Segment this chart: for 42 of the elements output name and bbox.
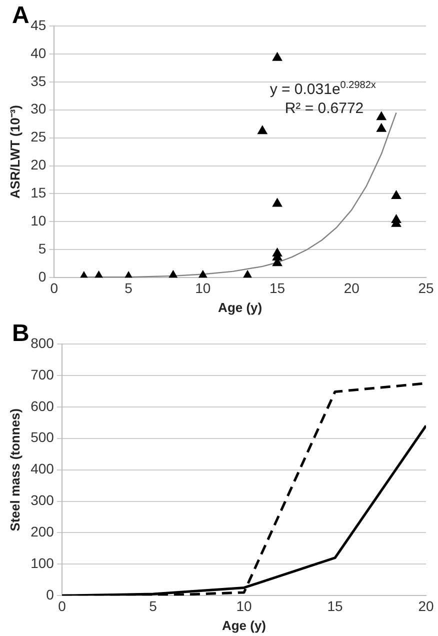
x-tick-label: 20 [418, 598, 434, 614]
point [391, 190, 402, 199]
chart-title: B [12, 320, 30, 348]
x-tick-label: 5 [149, 598, 158, 614]
y-tick-label: 35 [30, 72, 46, 89]
y-tick-label: 800 [30, 334, 54, 351]
y-tick-label: 600 [30, 398, 54, 414]
y-tick-label: 15 [30, 184, 46, 201]
x-tick-label: 15 [269, 280, 286, 296]
y-tick-label: 20 [30, 156, 46, 173]
x-tick-label: 25 [418, 280, 434, 296]
y-tick-label: 400 [30, 460, 54, 477]
y-tick-label: 40 [30, 44, 46, 61]
x-tick-label: 10 [195, 280, 211, 296]
y-tick-label: 300 [30, 492, 54, 508]
point [272, 52, 282, 61]
y-tick-label: 200 [30, 524, 54, 540]
point [376, 123, 386, 132]
annotation: R² = 0.6772 [284, 100, 364, 117]
point [272, 198, 282, 207]
x-tick-label: 10 [236, 598, 252, 614]
chart-title: A [12, 2, 30, 30]
y-tick-label: 25 [30, 128, 46, 145]
y-tick-label: 700 [30, 366, 54, 382]
y-tick-label: 500 [30, 429, 54, 446]
y-tick-label: 45 [30, 16, 46, 33]
y-tick-label: 10 [30, 212, 46, 229]
x-tick-label: 0 [58, 598, 66, 614]
y-tick-label: 0 [46, 586, 54, 602]
y-tick-label: 100 [30, 555, 54, 572]
point [258, 126, 268, 134]
y-tick-label: 30 [30, 100, 46, 117]
x-tick-label: 5 [124, 280, 133, 296]
y-tick-label: 0 [38, 268, 46, 284]
y-tick-label: 5 [38, 240, 46, 257]
y-axis-title: Steel mass (tonnes) [7, 408, 22, 532]
x-axis-title: Age (y) [222, 618, 266, 633]
x-axis-title: Age (y) [218, 300, 262, 315]
point [376, 112, 386, 120]
y-axis-title: ASR/LWT (10⁻³) [7, 105, 22, 199]
x-tick-label: 20 [344, 280, 360, 296]
x-tick-label: 15 [327, 598, 343, 614]
